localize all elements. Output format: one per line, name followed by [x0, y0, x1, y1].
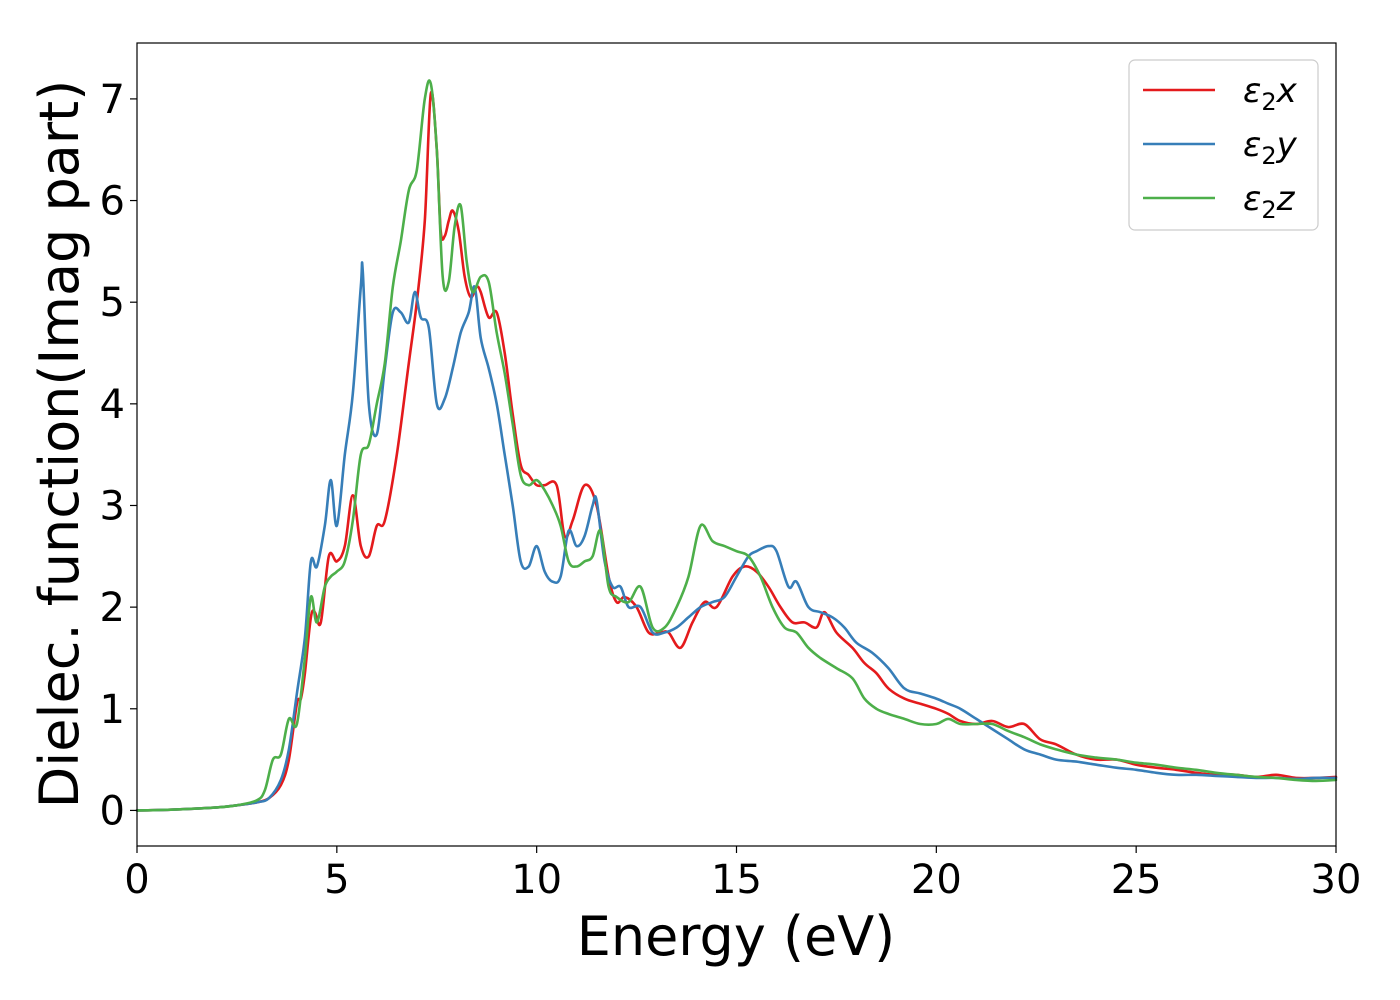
- y-tick-label: 3: [100, 483, 125, 529]
- x-tick-label: 20: [911, 857, 962, 903]
- x-axis: 0 5 10 15 20 25 30: [124, 846, 1361, 903]
- series-line-y: [135, 261, 1338, 812]
- y-tick-label: 2: [100, 585, 125, 631]
- legend-label-y: ε2y: [1243, 125, 1298, 170]
- y-tick-label: 5: [100, 280, 125, 326]
- x-tick-label: 0: [124, 857, 149, 903]
- y-tick-label: 0: [100, 788, 125, 834]
- y-tick-label: 4: [100, 382, 125, 428]
- y-tick-label: 6: [100, 179, 125, 225]
- y-axis: 0 1 2 3 4 5 6 7: [100, 77, 137, 834]
- legend-label-z: ε2z: [1243, 179, 1296, 224]
- x-tick-label: 30: [1311, 857, 1362, 903]
- legend: ε2x ε2y ε2z: [1128, 59, 1319, 231]
- series-layer: [135, 79, 1338, 812]
- x-tick-label: 5: [324, 857, 349, 903]
- x-tick-label: 25: [1111, 857, 1162, 903]
- series-line-z: [135, 79, 1338, 812]
- x-axis-label: Energy (eV): [577, 905, 896, 968]
- x-tick-label: 15: [711, 857, 762, 903]
- y-axis-label: Dielec. function(Imag part): [28, 80, 91, 809]
- y-tick-label: 1: [100, 687, 125, 733]
- y-tick-label: 7: [100, 77, 125, 123]
- legend-label-x: ε2x: [1243, 71, 1298, 116]
- x-tick-label: 10: [511, 857, 562, 903]
- legend-box: [1128, 59, 1319, 231]
